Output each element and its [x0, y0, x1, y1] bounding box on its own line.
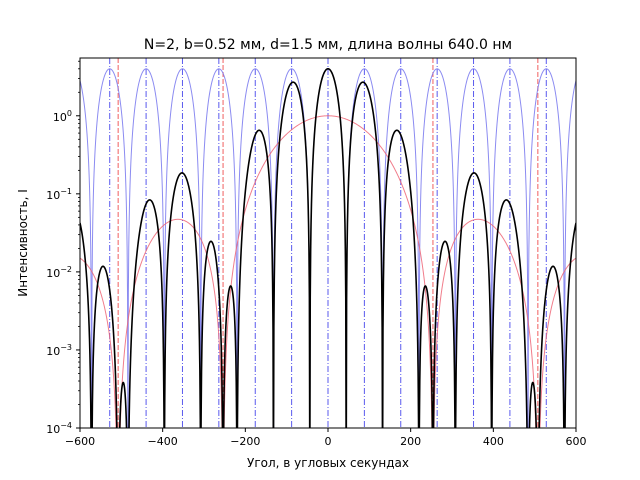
x-axis-ticks: −600 −400 −200 0 200 400 600 [65, 428, 587, 448]
y-tick-label: 10−1 [46, 187, 72, 202]
x-tick-label: −200 [230, 435, 260, 448]
x-tick-label: 200 [400, 435, 421, 448]
y-axis-label: Интенсивность, I [16, 189, 30, 297]
curves [80, 67, 576, 428]
y-tick-label: 10−4 [46, 421, 72, 436]
y-tick-label: 100 [53, 109, 72, 124]
y-axis-ticks: 10−4 10−3 10−2 10−1 100 [46, 60, 80, 436]
x-axis-label: Угол, в угловых секундах [247, 456, 409, 470]
series-interference [80, 68, 576, 428]
y-tick-label: 10−2 [46, 265, 72, 280]
x-tick-label: 600 [566, 435, 587, 448]
y-tick-label: 10−3 [46, 343, 72, 358]
x-tick-label: 0 [325, 435, 332, 448]
series-total [80, 67, 576, 428]
chart-title: N=2, b=0.52 мм, d=1.5 мм, длина волны 64… [144, 37, 512, 53]
x-tick-label: −600 [65, 435, 95, 448]
reference-lines [109, 58, 547, 428]
series-diffraction [80, 115, 576, 428]
x-tick-label: −400 [148, 435, 178, 448]
x-tick-label: 400 [483, 435, 504, 448]
